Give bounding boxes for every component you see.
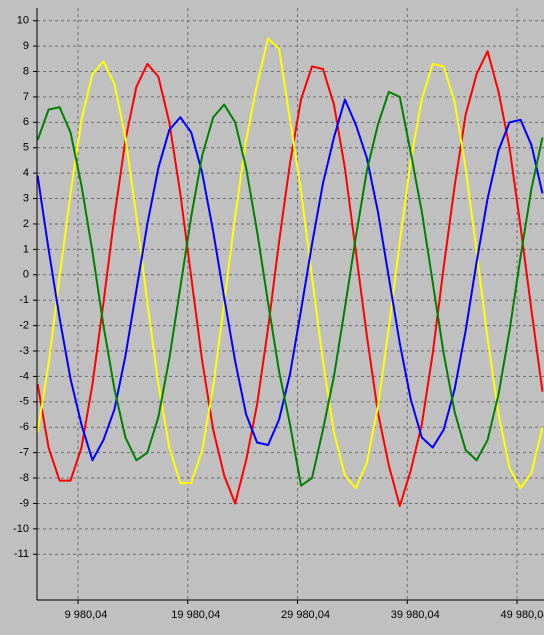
y-tick-label: -6 [19,421,29,433]
y-tick-label: 7 [23,91,29,103]
y-tick-label: 2 [23,218,29,230]
y-tick-label: 0 [23,269,29,281]
x-tick-label: 9 980,04 [65,609,108,621]
series-line [37,37,544,490]
y-tick-label: 8 [23,65,29,77]
plot-area [37,37,544,507]
y-tick-label: 5 [23,142,29,154]
y-tick-label: -10 [13,523,29,535]
y-tick-label: 3 [23,192,29,204]
y-tick-label: 6 [23,116,29,128]
y-tick-label: -8 [19,472,29,484]
series-line [37,90,544,487]
y-tick-label: -7 [19,447,29,459]
y-tick-label: -11 [14,548,29,560]
y-tick-label: 9 [23,40,29,52]
x-tick-label: 19 980,04 [171,609,220,621]
grid [33,8,544,604]
y-tick-label: -3 [19,345,29,357]
y-tick-label: -4 [19,370,29,382]
y-tick-label: -1 [19,294,29,306]
y-tick-label: -5 [19,396,29,408]
x-tick-label: 49 980,04 [501,609,544,621]
y-tick-label: 1 [23,243,29,255]
y-tick-label: 10 [17,15,29,27]
y-tick-label: 4 [23,167,29,179]
y-tick-label: -2 [19,320,29,332]
x-tick-label: 29 980,04 [281,609,330,621]
y-tick-label: -9 [19,497,29,509]
x-tick-label: 39 980,04 [391,609,440,621]
series-line [37,50,544,507]
series-line [37,98,544,462]
